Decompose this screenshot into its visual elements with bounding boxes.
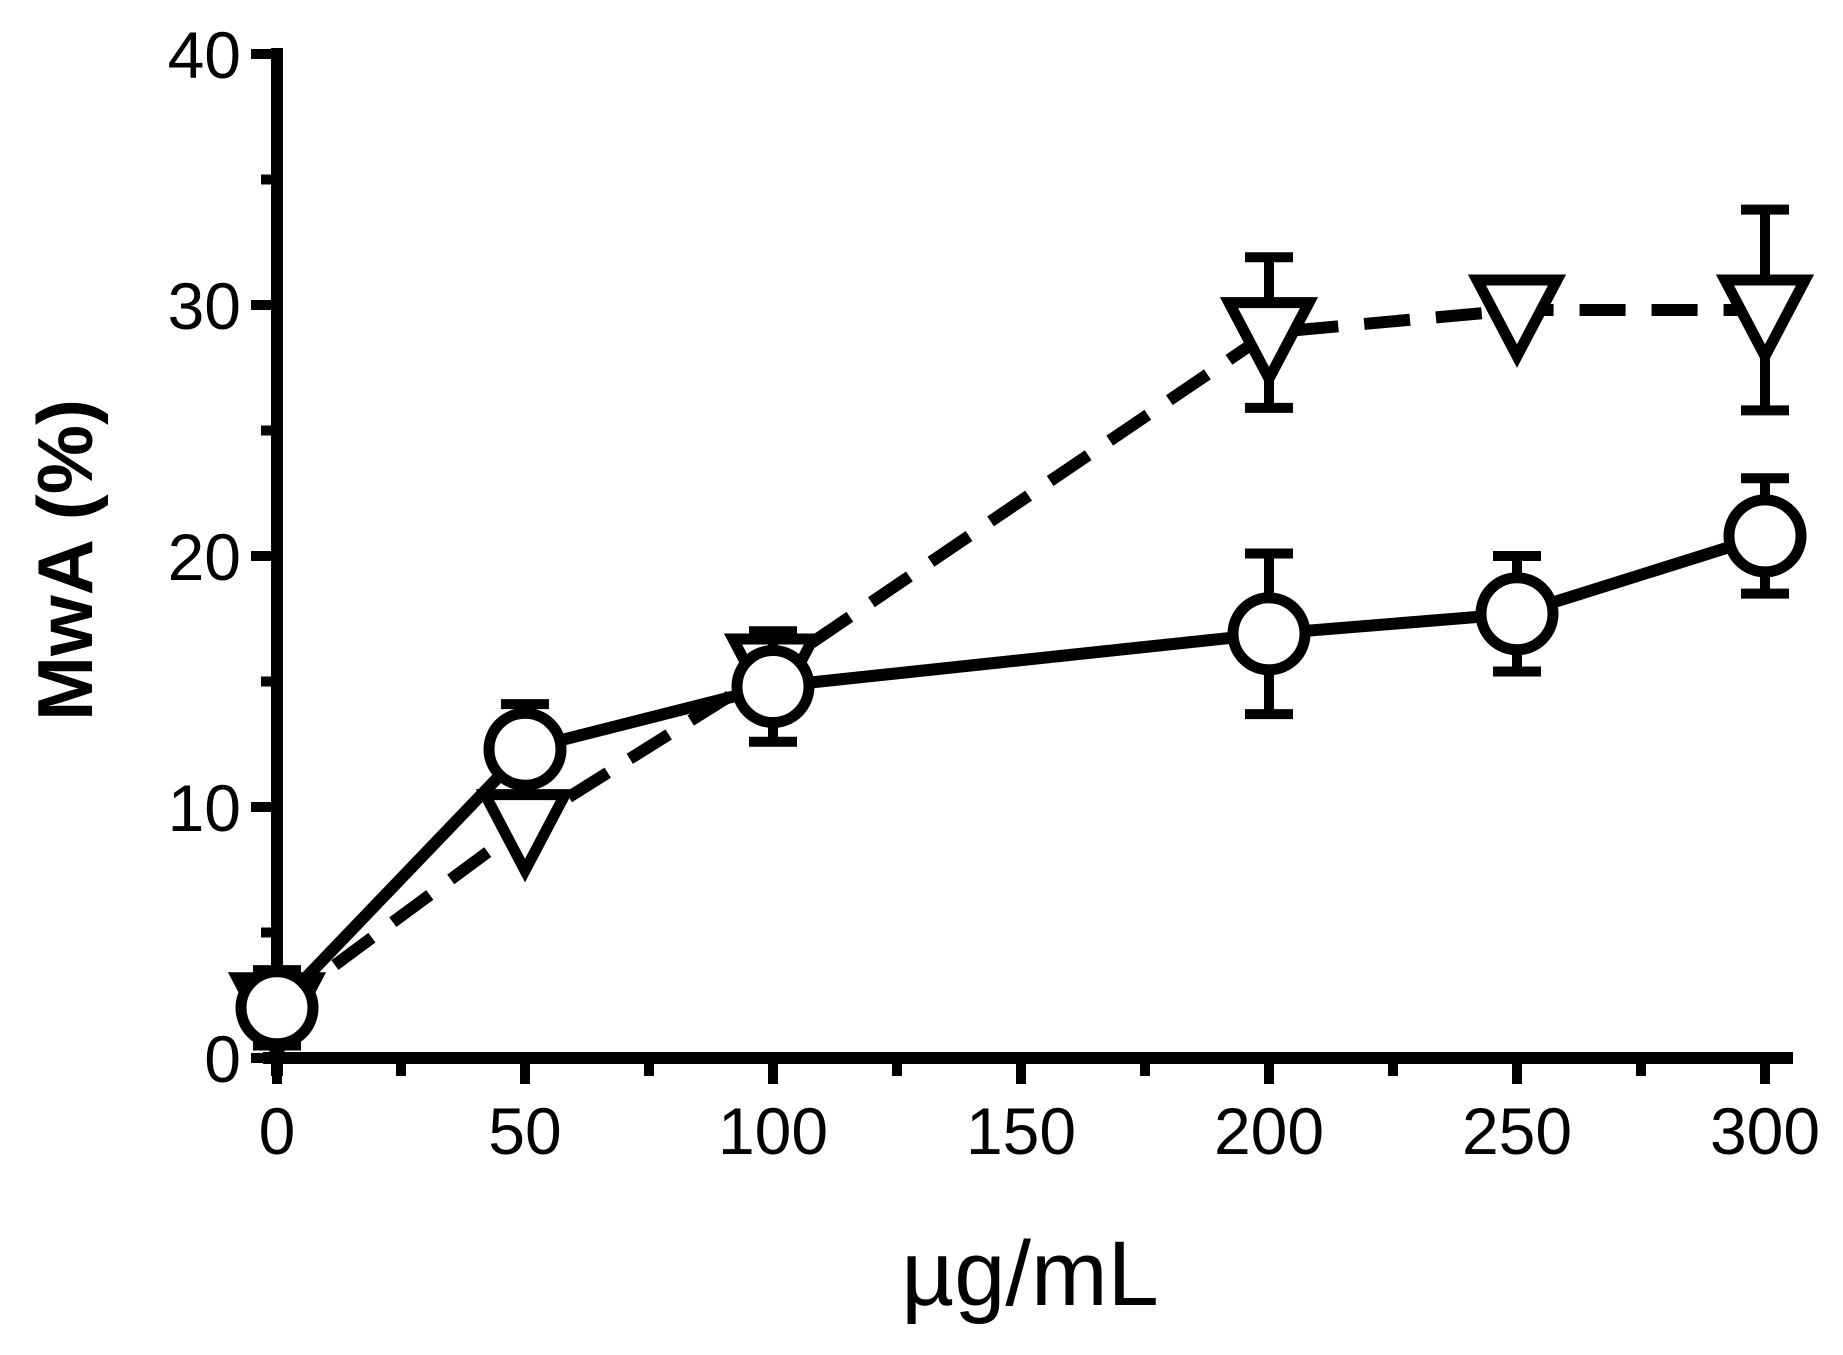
data-point-triangle bbox=[1715, 274, 1815, 368]
x-tick-label: 250 bbox=[1462, 1094, 1572, 1168]
y-tick-label: 20 bbox=[168, 520, 241, 594]
data-point-circle bbox=[483, 707, 567, 791]
series-line bbox=[272, 530, 1767, 1012]
axes: 0 10 20 30 40 0 50 100 150 200 250 300 bbox=[168, 18, 1820, 1168]
y-axis-title: MwA (%) bbox=[21, 399, 109, 721]
data-point-triangle bbox=[475, 789, 575, 883]
x-tick-label: 300 bbox=[1710, 1094, 1820, 1168]
y-tick-label: 10 bbox=[168, 771, 241, 845]
data-point-circle bbox=[1475, 572, 1559, 656]
y-tick-label: 0 bbox=[204, 1022, 241, 1096]
data-point-circle bbox=[1227, 592, 1311, 676]
x-tick-label: 150 bbox=[966, 1094, 1076, 1168]
series-layer bbox=[227, 204, 1815, 1066]
x-axis-title: µg/mL bbox=[901, 1223, 1159, 1325]
data-point-circle bbox=[1723, 494, 1807, 578]
y-tick-label: 40 bbox=[168, 18, 241, 92]
data-point-triangle bbox=[1219, 297, 1319, 391]
x-tick-label: 200 bbox=[1214, 1094, 1324, 1168]
data-point-circle bbox=[731, 645, 815, 729]
y-tick-label: 30 bbox=[168, 269, 241, 343]
series-line bbox=[273, 304, 1765, 1013]
x-tick-label: 100 bbox=[718, 1094, 828, 1168]
data-point-triangle bbox=[1467, 274, 1567, 368]
data-point-circle bbox=[235, 966, 319, 1050]
x-tick-label: 0 bbox=[259, 1094, 296, 1168]
series-1 bbox=[227, 204, 1815, 1066]
x-tick-label: 50 bbox=[488, 1094, 561, 1168]
series-0 bbox=[235, 473, 1807, 1051]
